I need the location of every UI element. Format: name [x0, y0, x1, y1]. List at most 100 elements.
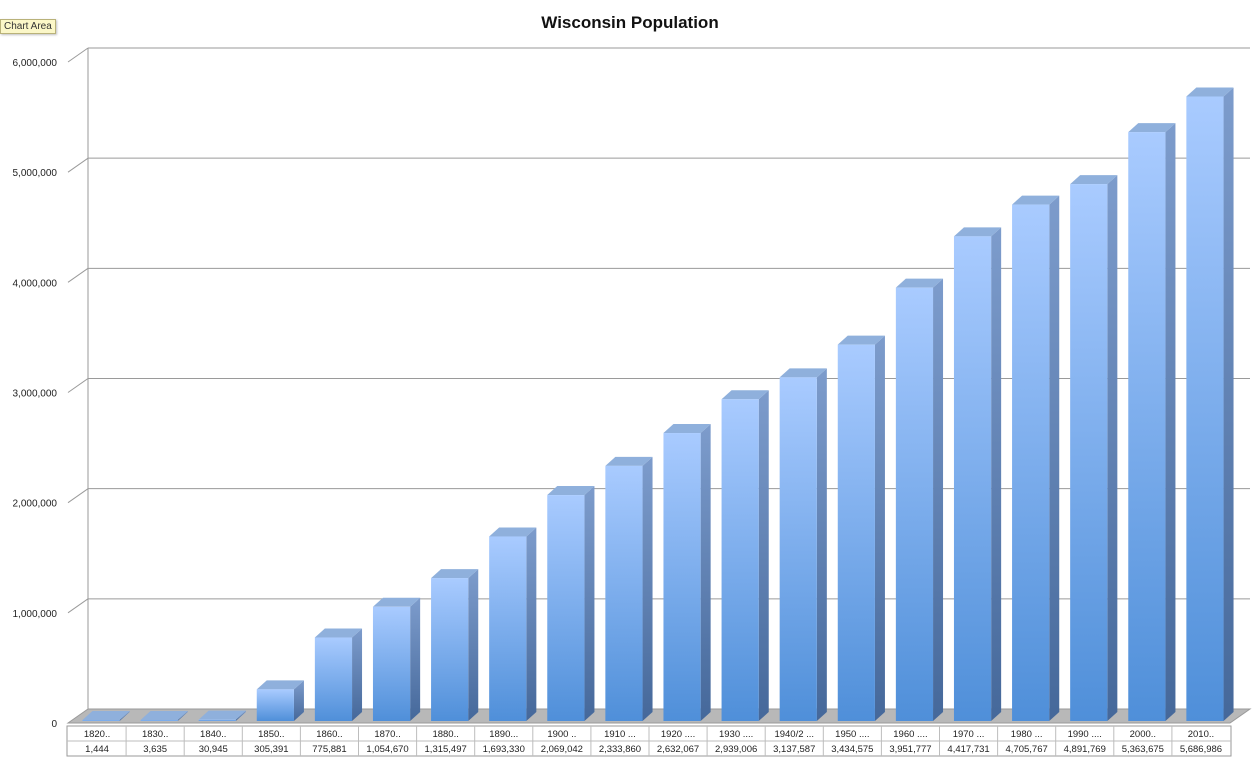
x-category-label: 1890...: [489, 729, 518, 740]
bar-front: [605, 465, 643, 721]
bar-front: [82, 720, 120, 721]
x-category-label: 2010..: [1188, 729, 1214, 740]
data-value-label: 2,632,067: [657, 744, 699, 755]
x-category-label: 1980 ...: [1011, 729, 1043, 740]
gridline-slant: [67, 157, 89, 173]
x-category-label: 1970 ...: [953, 729, 985, 740]
y-axis: 0 1,000,000 2,000,000 3,000,000 4,000,000 5,0…: [13, 58, 58, 730]
bar-side: [584, 486, 595, 721]
bar: [82, 711, 130, 721]
bar-front: [837, 344, 875, 721]
bar-side: [642, 456, 653, 721]
data-table: 1820.. 1,444 1830.. 3,635 1840.. 30,945 1850..…: [66, 725, 1232, 757]
data-value-label: 5,686,986: [1180, 744, 1222, 755]
bar-side: [1049, 195, 1060, 722]
bar-side: [1165, 123, 1176, 721]
bar: [140, 711, 188, 721]
gridline-slant: [67, 267, 89, 283]
data-value-label: 1,693,330: [483, 744, 525, 755]
y-tick-label: 0: [51, 719, 57, 730]
bar-side: [177, 711, 188, 721]
data-value-label: 1,444: [85, 744, 109, 755]
data-value-label: 3,635: [143, 744, 167, 755]
gridline-slant: [67, 598, 89, 614]
bar-front: [140, 720, 178, 721]
bar: [256, 680, 304, 721]
bar-side: [874, 335, 885, 721]
bar-top: [1012, 195, 1060, 205]
bar-side: [119, 711, 130, 721]
x-category-label: 1870..: [374, 729, 400, 740]
chart-title: Wisconsin Population: [541, 13, 718, 32]
x-category-label: 1880..: [432, 729, 458, 740]
bar: [1070, 175, 1118, 722]
bar: [547, 486, 595, 721]
bar: [489, 527, 537, 721]
x-category-label: 2000..: [1130, 729, 1156, 740]
x-category-label: 1910 ...: [604, 729, 636, 740]
bar: [1128, 123, 1176, 721]
y-tick-label: 5,000,000: [13, 168, 58, 179]
bar-front: [489, 536, 527, 721]
data-value-label: 4,705,767: [1006, 744, 1048, 755]
bar-top: [314, 628, 363, 638]
bar-front: [431, 578, 469, 721]
bar-front: [372, 606, 411, 721]
bar-front: [1012, 204, 1050, 722]
y-tick-label: 3,000,000: [13, 389, 58, 400]
bar-top: [372, 597, 421, 607]
bar-top: [489, 527, 537, 537]
bar: [431, 569, 479, 721]
bar: [837, 335, 885, 721]
bar: [314, 628, 363, 721]
bar: [198, 710, 246, 721]
bar-front: [663, 433, 701, 721]
bar-top: [663, 424, 711, 434]
bar-side: [1107, 175, 1118, 722]
data-value-label: 2,333,860: [599, 744, 641, 755]
bar-top: [1128, 123, 1176, 133]
bar: [953, 227, 1002, 722]
y-tick-label: 2,000,000: [13, 499, 58, 510]
bar-side: [293, 680, 304, 721]
x-category-label: 1860..: [316, 729, 342, 740]
bar-top: [895, 278, 944, 288]
data-value-label: 2,069,042: [541, 744, 583, 755]
bar-top: [605, 456, 653, 466]
bar-top: [431, 569, 479, 579]
data-value-label: 305,391: [254, 744, 288, 755]
data-value-label: 3,951,777: [889, 744, 931, 755]
bar-front: [198, 719, 236, 721]
bar: [663, 424, 711, 721]
data-value-label: 3,434,575: [831, 744, 873, 755]
bar: [1012, 195, 1060, 722]
data-value-label: 4,891,769: [1064, 744, 1106, 755]
chart-area-tooltip: Chart Area: [0, 19, 56, 34]
bar-side: [410, 597, 421, 721]
bar-front: [1128, 132, 1166, 721]
bar-front: [779, 377, 817, 721]
data-value-label: 775,881: [312, 744, 346, 755]
x-category-label: 1990 ....: [1068, 729, 1102, 740]
bar: [1186, 87, 1234, 722]
bar-top: [140, 711, 188, 720]
bar-top: [837, 335, 885, 345]
bar: [779, 368, 827, 721]
bar-front: [953, 236, 992, 722]
bar-side: [352, 628, 363, 721]
bar-side: [933, 278, 944, 721]
bar-front: [256, 689, 294, 721]
bar-side: [1223, 87, 1234, 722]
bar: [721, 390, 769, 721]
y-tick-label: 6,000,000: [13, 58, 58, 69]
bar-top: [198, 710, 246, 720]
data-value-label: 1,054,670: [366, 744, 408, 755]
bar-top: [82, 711, 130, 720]
data-value-label: 3,137,587: [773, 744, 815, 755]
data-value-label: 5,363,675: [1122, 744, 1164, 755]
bar-front: [895, 287, 934, 721]
bars: [82, 87, 1234, 722]
x-category-label: 1930 ....: [719, 729, 753, 740]
bar: [372, 597, 421, 721]
